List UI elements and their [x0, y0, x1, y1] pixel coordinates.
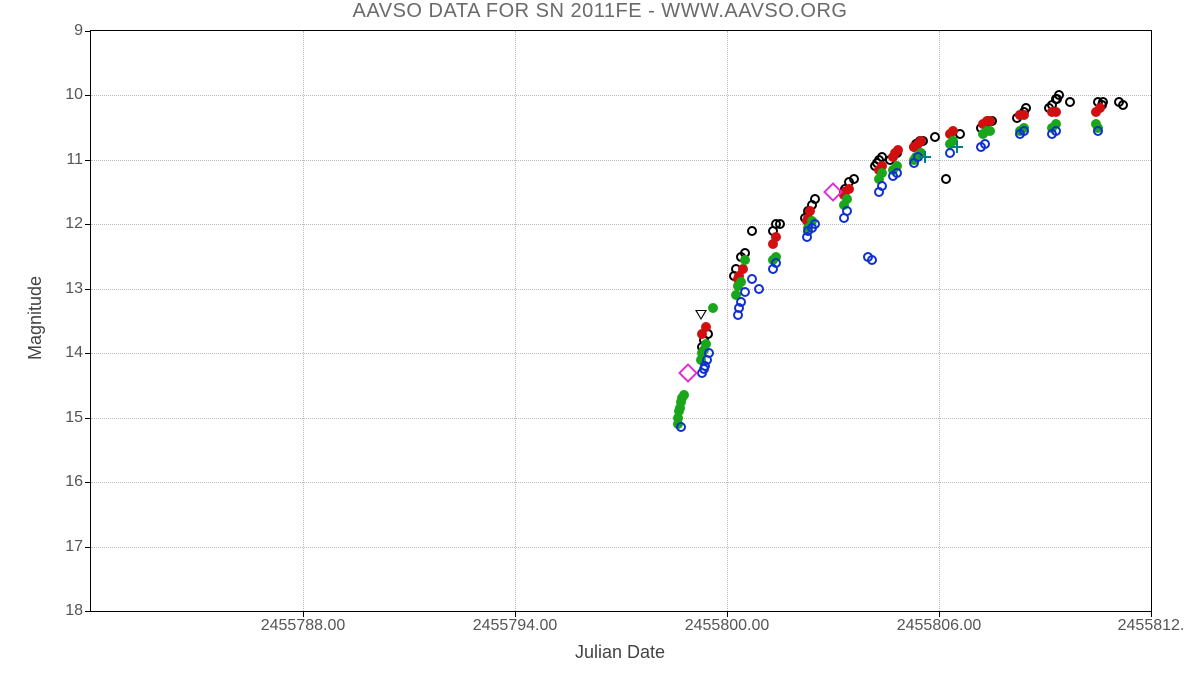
gridline-horizontal [91, 160, 1151, 161]
data-point [1054, 90, 1064, 100]
data-point [1051, 126, 1061, 136]
data-point [919, 151, 931, 163]
ytick [85, 289, 91, 290]
ytick-label: 16 [65, 473, 83, 491]
ytick-label: 15 [65, 409, 83, 427]
data-point [771, 232, 781, 242]
data-point [1051, 107, 1061, 117]
data-point [738, 264, 748, 274]
gridline-horizontal [91, 224, 1151, 225]
ytick [85, 160, 91, 161]
plot-area: 91011121314151617182455788.002455794.002… [90, 30, 1152, 612]
data-point [842, 194, 852, 204]
data-point [985, 116, 995, 126]
data-point [849, 174, 859, 184]
data-point [1093, 126, 1103, 136]
data-point [1065, 97, 1075, 107]
x-axis-label: Julian Date [90, 642, 1150, 663]
data-point [948, 126, 958, 136]
gridline-vertical [515, 31, 516, 611]
data-point [980, 139, 990, 149]
ytick-label: 11 [66, 151, 83, 169]
data-point [740, 255, 750, 265]
xtick-label: 2455800.00 [685, 617, 770, 635]
chart-container: AAVSO DATA FOR SN 2011FE - WWW.AAVSO.ORG… [0, 0, 1200, 676]
data-point [736, 297, 746, 307]
ytick [85, 418, 91, 419]
data-point [941, 174, 951, 184]
data-point [867, 255, 877, 265]
data-point [740, 287, 750, 297]
data-point [810, 219, 820, 229]
data-point [736, 277, 746, 287]
ytick-label: 10 [65, 86, 83, 104]
data-point [951, 141, 963, 153]
data-point [775, 219, 785, 229]
chart-title: AAVSO DATA FOR SN 2011FE - WWW.AAVSO.ORG [0, 0, 1200, 23]
ytick [85, 611, 91, 612]
xtick-label: 2455806.00 [897, 617, 982, 635]
data-point [810, 194, 820, 204]
ytick-label: 14 [65, 344, 83, 362]
data-point [805, 206, 815, 216]
data-point [1118, 100, 1128, 110]
gridline-horizontal [91, 289, 1151, 290]
data-point [701, 322, 711, 332]
data-point [747, 226, 757, 236]
ytick [85, 482, 91, 483]
data-point [985, 126, 995, 136]
data-point [771, 258, 781, 268]
data-point [708, 303, 718, 313]
data-point [930, 132, 940, 142]
xtick-label: 2455788.00 [261, 617, 346, 635]
ytick [85, 31, 91, 32]
data-point [676, 422, 686, 432]
ytick-label: 18 [65, 602, 83, 620]
data-point [1095, 103, 1105, 113]
data-point [893, 145, 903, 155]
gridline-vertical [939, 31, 940, 611]
data-point [892, 168, 902, 178]
y-axis-label: Magnitude [25, 276, 46, 360]
ytick [85, 224, 91, 225]
ytick [85, 353, 91, 354]
gridline-vertical [727, 31, 728, 611]
data-point [916, 136, 926, 146]
ytick-label: 9 [74, 22, 83, 40]
data-point [695, 310, 707, 320]
gridline-horizontal [91, 95, 1151, 96]
ytick [85, 547, 91, 548]
xtick-label: 2455812. [1118, 617, 1185, 635]
data-point [842, 206, 852, 216]
data-point [877, 181, 887, 191]
data-point [844, 184, 854, 194]
data-point [678, 363, 698, 383]
data-point [747, 274, 757, 284]
data-point [1019, 110, 1029, 120]
ytick [85, 95, 91, 96]
ytick-label: 13 [65, 280, 83, 298]
data-point [679, 390, 689, 400]
data-point [701, 339, 711, 349]
data-point [1019, 126, 1029, 136]
xtick-label: 2455794.00 [473, 617, 558, 635]
gridline-horizontal [91, 418, 1151, 419]
gridline-horizontal [91, 547, 1151, 548]
gridline-horizontal [91, 353, 1151, 354]
data-point [704, 348, 714, 358]
ytick-label: 12 [65, 215, 83, 233]
data-point [754, 284, 764, 294]
data-point [877, 168, 887, 178]
ytick-label: 17 [65, 538, 83, 556]
gridline-vertical [303, 31, 304, 611]
gridline-horizontal [91, 482, 1151, 483]
